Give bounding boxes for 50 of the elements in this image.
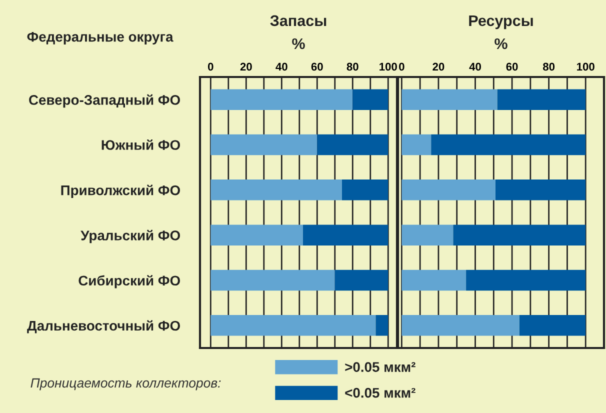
bar xyxy=(402,134,432,156)
y-axis-title: Федеральные округа xyxy=(27,32,174,44)
bar xyxy=(210,315,376,336)
y-tick-label: Северо-Западный ФО xyxy=(29,94,180,108)
bar xyxy=(519,315,586,336)
x-tick-label: 100 xyxy=(577,62,594,71)
legend-label: <0.05 мкм² xyxy=(345,388,416,398)
bar xyxy=(402,270,466,291)
bar xyxy=(402,315,520,336)
x-tick-label: 60 xyxy=(311,62,323,71)
chart-subtitle: % xyxy=(292,38,305,50)
x-tick-label: 0 xyxy=(399,62,404,71)
x-tick-label: 20 xyxy=(240,62,252,71)
x-tick-label: 40 xyxy=(276,62,288,71)
y-tick-label: Уральский ФО xyxy=(80,230,180,244)
bar xyxy=(497,89,586,110)
bar xyxy=(210,89,353,110)
bar xyxy=(342,180,388,200)
bar xyxy=(302,224,388,246)
bar xyxy=(376,315,388,336)
bar xyxy=(402,89,498,110)
x-tick-label: 80 xyxy=(542,62,555,71)
x-tick-label: 20 xyxy=(432,62,444,71)
bar xyxy=(334,270,388,291)
bar xyxy=(402,224,454,246)
bar xyxy=(317,134,388,156)
chart-subtitle: % xyxy=(494,38,508,50)
y-tick-label: Дальневосточный ФО xyxy=(27,320,180,334)
bar xyxy=(210,134,318,156)
bar xyxy=(352,89,388,110)
x-tick-label: 60 xyxy=(506,62,518,71)
legend-title: Проницаемость коллекторов: xyxy=(30,378,221,390)
bar xyxy=(402,180,496,200)
bar xyxy=(431,134,586,156)
chart-title: Запасы xyxy=(270,15,326,26)
y-tick-label: Южный ФО xyxy=(102,139,180,150)
x-tick-label: 0 xyxy=(208,62,214,71)
y-tick-label: Приволжский ФО xyxy=(61,184,180,198)
x-tick-label: 80 xyxy=(346,62,358,71)
bar xyxy=(495,180,586,200)
y-tick-label: Сибирский ФО xyxy=(78,275,180,288)
bar xyxy=(453,224,586,246)
x-tick-label: 100 xyxy=(380,62,397,71)
bar xyxy=(210,270,335,291)
legend-label: >0.05 мкм² xyxy=(345,362,416,372)
x-tick-label: 40 xyxy=(469,62,481,71)
bar xyxy=(210,180,342,200)
bar xyxy=(210,224,303,246)
chart-title: Ресурсы xyxy=(469,15,533,30)
bar xyxy=(466,270,586,291)
